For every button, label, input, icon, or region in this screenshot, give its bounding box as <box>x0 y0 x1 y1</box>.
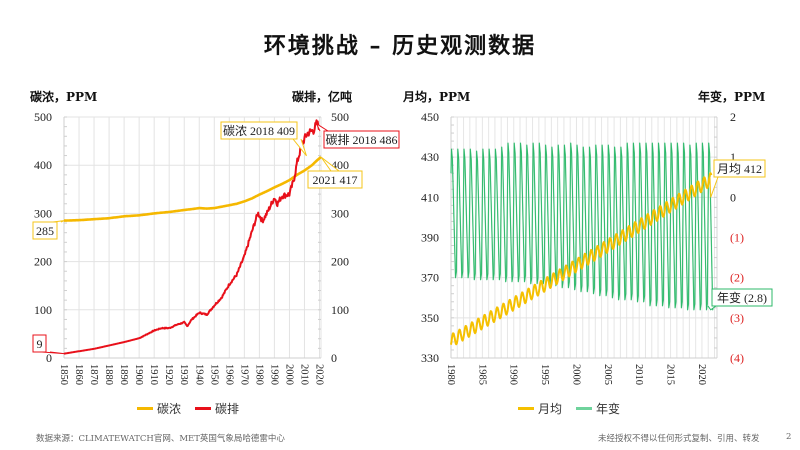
x-tick-label: 1920 <box>163 364 174 385</box>
right-y-tick-label: 1 <box>730 150 736 164</box>
x-tick-label: 1985 <box>476 364 487 385</box>
right-y-tick-label: (3) <box>730 311 744 325</box>
x-tick-label: 1870 <box>88 364 99 385</box>
annotation-concentration-2021-leader <box>320 156 340 172</box>
x-tick-label: 1980 <box>253 364 264 385</box>
annotation-concentration-2018-leader <box>292 138 307 157</box>
annotation-emissions-start-box <box>32 334 47 353</box>
left-y-tick-label: 330 <box>421 351 439 365</box>
legend-label-annual-change: 年变 <box>596 402 621 416</box>
right-y-tick-label: (4) <box>730 351 744 365</box>
legend-swatch-annual-change <box>576 407 593 410</box>
annotation-emissions-start-label: 9 <box>37 337 43 351</box>
legend-label-monthly: 月均 <box>538 402 563 416</box>
annotation-concentration-start-box <box>32 221 58 240</box>
annotation-monthly-latest-box <box>713 159 766 178</box>
left-y-tick-label: 100 <box>34 303 52 317</box>
copyright-note: 未经授权不得以任何形式复制、引用、转发 <box>598 434 760 444</box>
legend-swatch-concentration <box>137 407 153 410</box>
annotation-emissions-2018-box <box>323 130 400 149</box>
left-chart: 1850 1860 1870 1880 1890 1900 1910 1920 1930 1940… <box>32 110 400 385</box>
left-y-tick-label: 300 <box>34 206 52 220</box>
series-line-monthly <box>450 172 713 346</box>
x-tick-label: 1950 <box>208 364 219 385</box>
annotation-concentration-2021-box <box>307 170 363 189</box>
right-y-tick-label: 0 <box>331 351 337 365</box>
legend-label-concentration: 碳浓 <box>157 402 182 416</box>
x-tick-label: 1900 <box>133 364 144 385</box>
x-tick-label: 1860 <box>73 364 84 385</box>
x-tick-label: 1880 <box>103 364 114 385</box>
annotation-annual-change-latest-box <box>711 288 773 307</box>
annotation-concentration-2021-label: 2021 417 <box>313 173 358 187</box>
data-source-note: 数据来源：CLIMATEWATCH官网、MET英国气象局哈德雷中心 <box>36 434 285 444</box>
x-tick-label: 1980 <box>445 364 456 385</box>
right-y-tick-label: 2 <box>730 110 736 124</box>
annotation-concentration-start-label: 285 <box>36 224 54 238</box>
annotation-monthly-latest-label: 月均 412 <box>717 162 762 176</box>
left-y-tick-label: 390 <box>421 231 439 245</box>
right-chart-legend: 月均 年变 <box>518 400 620 417</box>
annotation-monthly-latest-leader <box>709 176 719 198</box>
right-y-tick-label: 300 <box>331 206 349 220</box>
x-tick-label: 2015 <box>665 364 676 385</box>
x-tick-label: 1960 <box>223 364 234 385</box>
x-tick-label: 1910 <box>148 364 159 385</box>
series-line-annual-change <box>450 142 715 311</box>
x-tick-label: 2010 <box>633 364 644 385</box>
x-tick-label: 2020 <box>313 364 324 385</box>
x-tick-label: 2005 <box>602 364 613 385</box>
x-tick-label: 2010 <box>298 364 309 385</box>
legend-label-emissions: 碳排 <box>215 402 240 416</box>
x-tick-label: 2020 <box>696 364 707 385</box>
legend-swatch-monthly <box>518 407 534 410</box>
annotation-annual-change-latest-label: 年变 (2.8) <box>717 290 767 305</box>
left-chart-legend: 碳浓 碳排 <box>137 400 239 417</box>
right-chart-right-axis-title: 年变，PPM <box>698 90 766 104</box>
series-line-emissions <box>63 119 320 355</box>
left-y-tick-label: 200 <box>34 255 52 269</box>
right-y-tick-label: (2) <box>730 271 744 285</box>
legend-swatch-emissions <box>195 407 212 410</box>
right-chart-left-axis-title: 月均，PPM <box>403 90 471 104</box>
right-y-tick-label: 500 <box>331 110 349 124</box>
left-y-tick-label: 0 <box>46 351 52 365</box>
right-y-tick-label: 0 <box>730 190 736 204</box>
page-number: 2 <box>786 432 792 442</box>
left-chart-right-axis-title: 碳排，亿吨 <box>292 90 353 104</box>
x-tick-label: 1940 <box>193 364 204 385</box>
x-tick-label: 1890 <box>118 364 129 385</box>
right-y-tick-label: 200 <box>331 255 349 269</box>
x-tick-label: 1990 <box>268 364 279 385</box>
x-tick-label: 1930 <box>178 364 189 385</box>
x-tick-label: 2000 <box>570 364 581 385</box>
left-y-tick-label: 410 <box>421 190 439 204</box>
left-y-tick-label: 430 <box>421 150 439 164</box>
annotation-concentration-2018-label: 碳浓 2018 409 <box>223 124 295 138</box>
x-tick-label: 1850 <box>58 364 69 385</box>
annotation-emissions-2018-label: 碳排 2018 486 <box>325 133 397 147</box>
left-y-tick-label: 400 <box>34 158 52 172</box>
series-line-concentration <box>63 155 322 222</box>
right-y-tick-label: 100 <box>331 303 349 317</box>
x-tick-label: 1990 <box>508 364 519 385</box>
left-y-tick-label: 500 <box>34 110 52 124</box>
left-y-tick-label: 450 <box>421 110 439 124</box>
left-chart-left-axis-title: 碳浓，PPM <box>30 90 98 104</box>
x-tick-label: 1970 <box>238 364 249 385</box>
annotation-emissions-2018-leader <box>315 122 329 132</box>
x-tick-label: 2000 <box>283 364 294 385</box>
annotation-annual-change-latest-leader <box>707 305 717 311</box>
annotation-emissions-start-leader <box>41 351 65 355</box>
left-y-tick-label: 350 <box>421 311 439 325</box>
x-tick-label: 1995 <box>539 364 550 385</box>
right-chart: 1980 1985 1990 1995 2000 2005 2010 2015 2020 330 3… <box>421 110 773 385</box>
right-y-tick-label: (1) <box>730 231 744 245</box>
annotation-concentration-2018-box <box>220 121 298 140</box>
page-title: 环境挑战 – 历史观测数据 <box>263 33 537 59</box>
left-y-tick-label: 370 <box>421 271 439 285</box>
